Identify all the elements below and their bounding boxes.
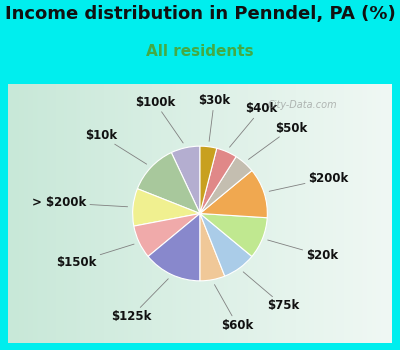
Text: Income distribution in Penndel, PA (%): Income distribution in Penndel, PA (%)	[5, 5, 395, 23]
Wedge shape	[200, 157, 252, 214]
Text: $10k: $10k	[85, 129, 147, 164]
Wedge shape	[134, 214, 200, 257]
Text: $75k: $75k	[243, 272, 299, 312]
Wedge shape	[200, 214, 267, 257]
Wedge shape	[200, 214, 252, 276]
Wedge shape	[200, 148, 236, 214]
Text: $125k: $125k	[111, 279, 168, 323]
Text: > $200k: > $200k	[32, 196, 128, 209]
Text: $150k: $150k	[56, 244, 134, 268]
Text: $60k: $60k	[214, 285, 254, 332]
Text: $100k: $100k	[135, 96, 183, 143]
Wedge shape	[133, 189, 200, 226]
Wedge shape	[137, 153, 200, 214]
Text: $40k: $40k	[230, 103, 278, 147]
Text: All residents: All residents	[146, 44, 254, 59]
Text: $30k: $30k	[198, 94, 230, 141]
Wedge shape	[171, 146, 200, 214]
Text: $20k: $20k	[268, 240, 338, 262]
Text: $50k: $50k	[248, 121, 308, 159]
Text: $200k: $200k	[269, 172, 349, 191]
Text: City-Data.com: City-Data.com	[267, 99, 337, 110]
Wedge shape	[200, 170, 267, 218]
Wedge shape	[148, 214, 200, 281]
Wedge shape	[200, 146, 217, 214]
Wedge shape	[200, 214, 225, 281]
